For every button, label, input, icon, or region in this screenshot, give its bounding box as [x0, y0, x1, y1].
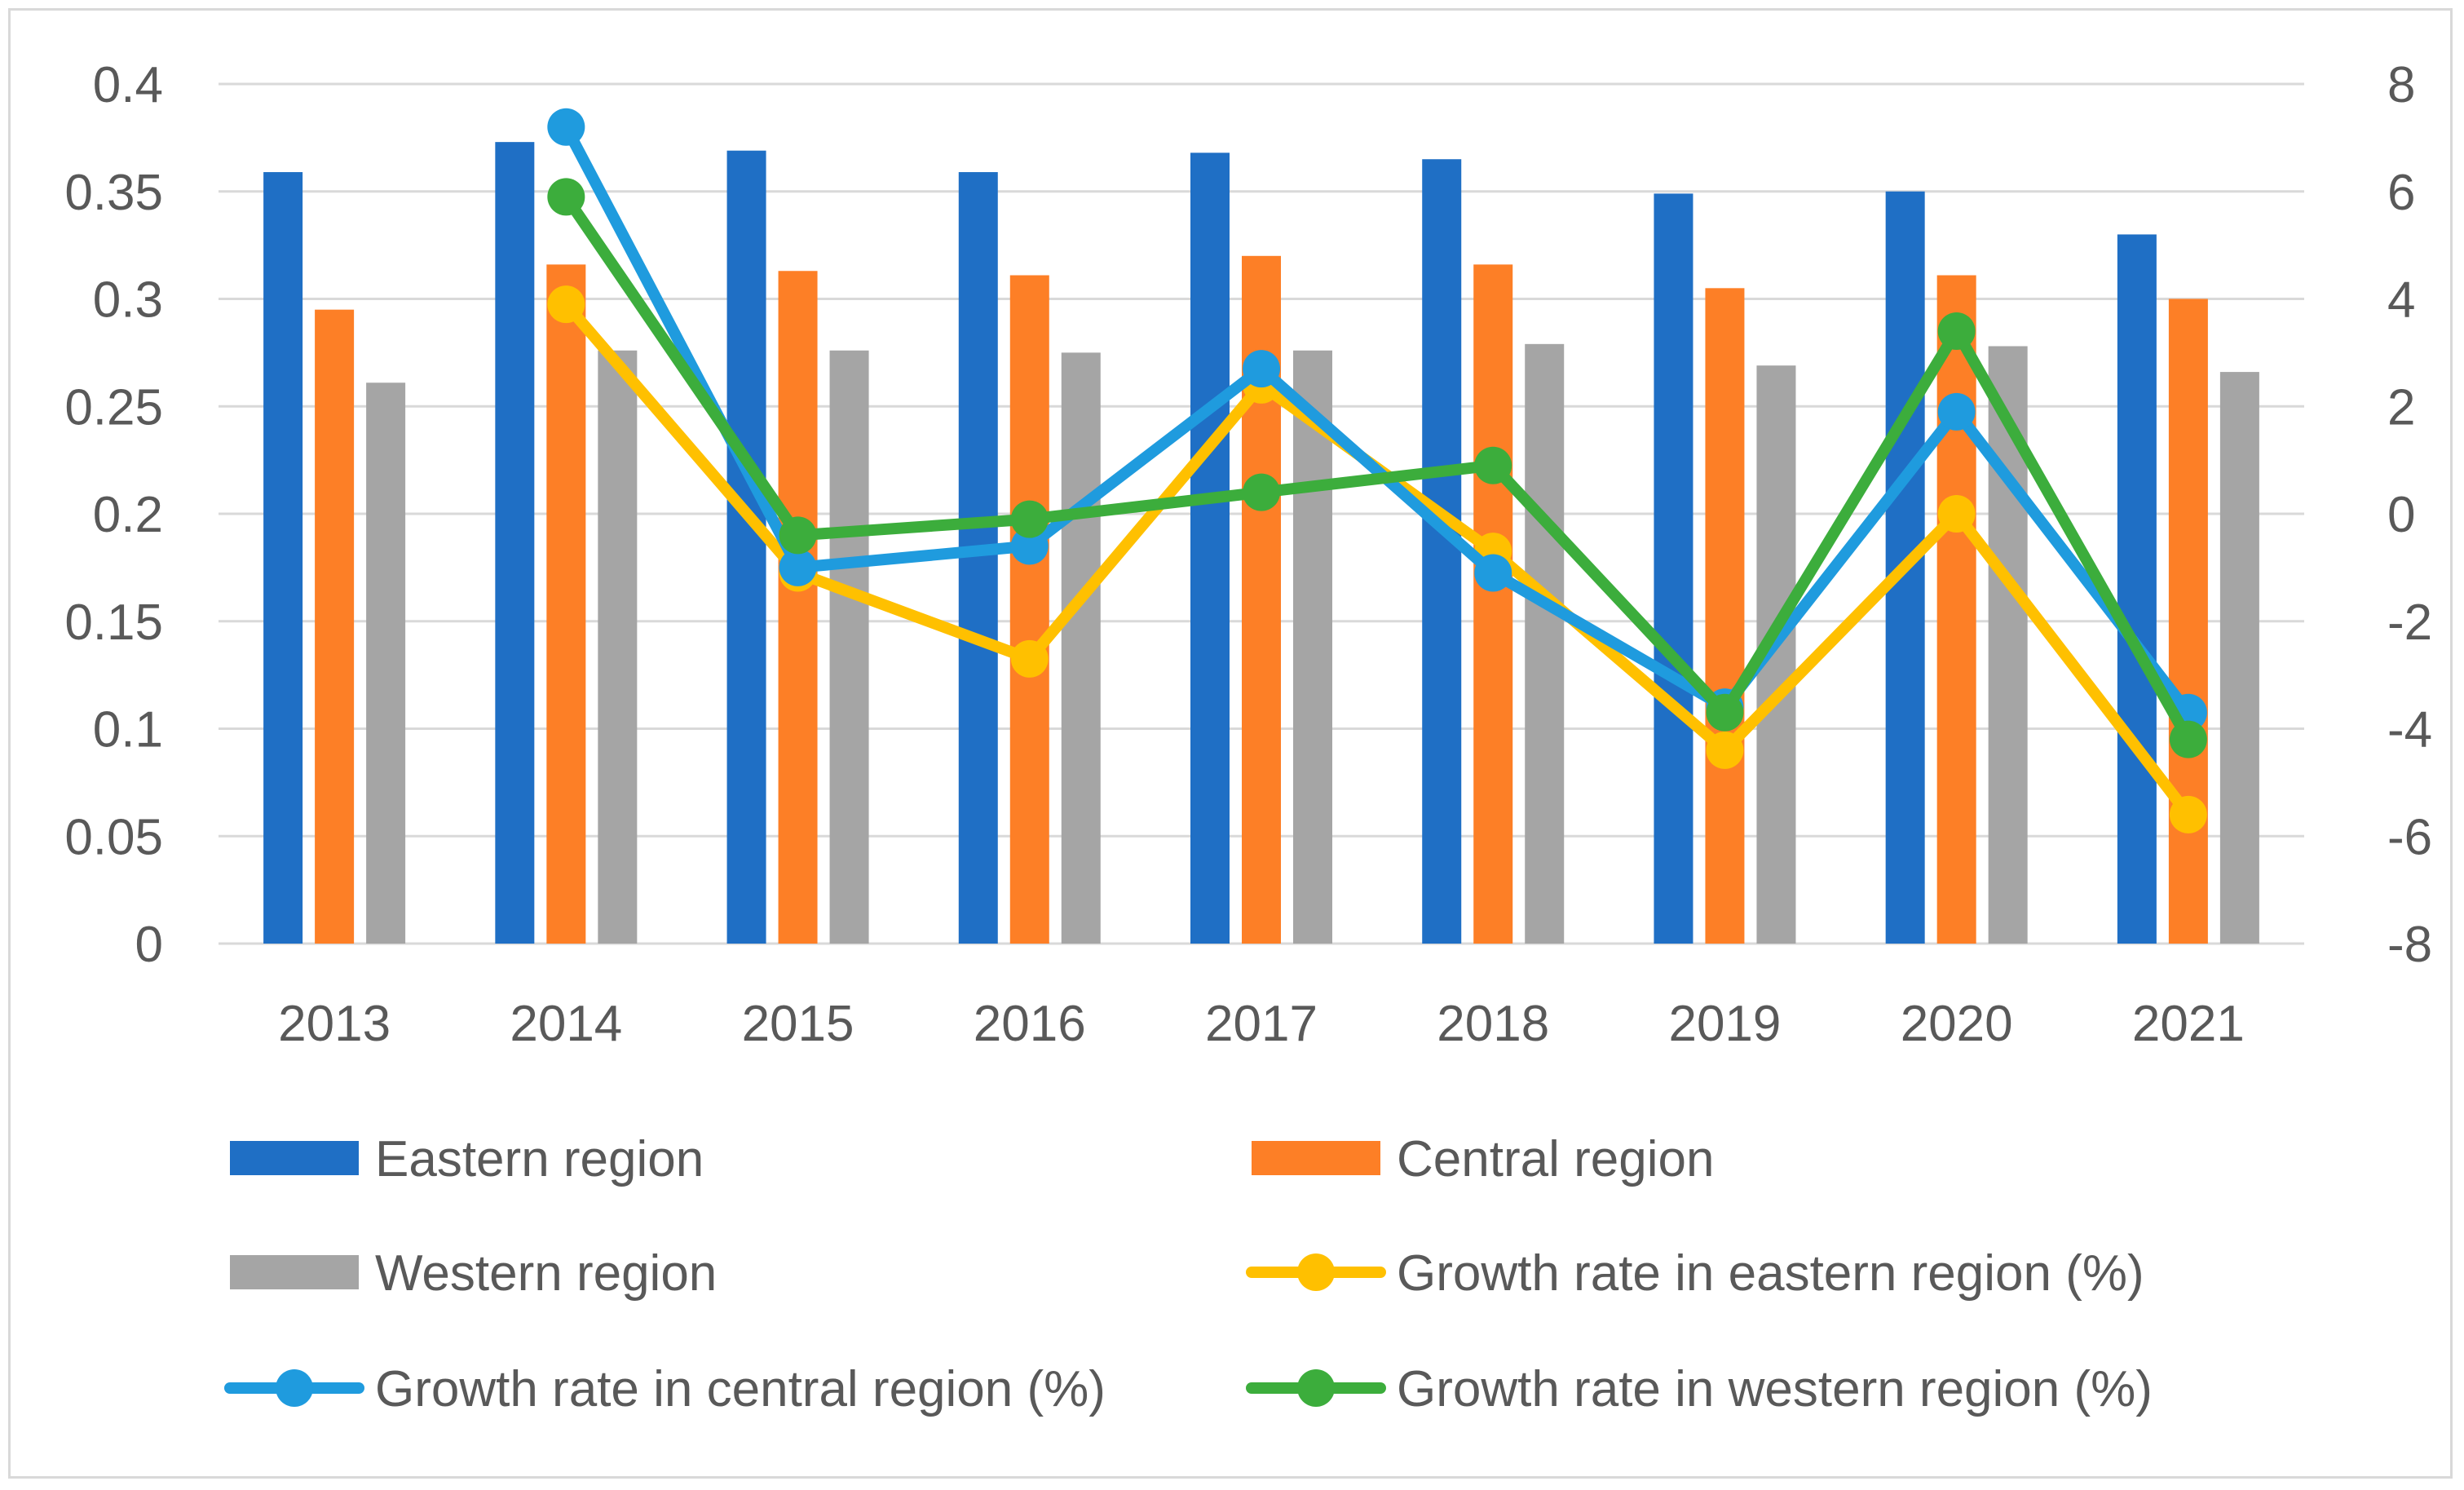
legend-swatch [1252, 1141, 1380, 1175]
bar [2219, 372, 2259, 944]
legend-label: Western region [375, 1245, 717, 1302]
bar [958, 172, 998, 944]
legend-swatch-marker [1297, 1253, 1335, 1291]
chart-frame [8, 8, 2453, 1479]
y-left-tick-label: 0.25 [64, 379, 163, 436]
legend-label: Eastern region [375, 1131, 704, 1187]
line-point [1010, 527, 1049, 565]
y-left-tick-label: 0.15 [64, 595, 163, 651]
legend-swatch-marker [276, 1369, 313, 1407]
bar [315, 309, 355, 944]
series-line [560, 121, 2194, 718]
line-point [1243, 473, 1280, 511]
bar [1705, 288, 1745, 944]
line-point [1010, 639, 1049, 678]
y-right-tick-label: 6 [2387, 165, 2415, 221]
line-point [1474, 554, 1512, 592]
legend-swatch [230, 1141, 359, 1175]
y-right-tick-label: -6 [2387, 809, 2432, 865]
bar [2168, 298, 2208, 944]
x-tick-label: 2013 [278, 996, 391, 1052]
line-point [2169, 795, 2207, 833]
x-tick-label: 2016 [974, 996, 1086, 1052]
bar [495, 142, 535, 944]
bar [366, 382, 406, 944]
y-right-tick-label: 2 [2387, 379, 2415, 436]
bar [1936, 275, 1976, 944]
y-right-tick-label: 0 [2387, 487, 2415, 543]
y-left-tick-label: 0.3 [93, 272, 163, 329]
legend-label: Growth rate in eastern region (%) [1397, 1245, 2144, 1302]
x-tick-label: 2018 [1437, 996, 1549, 1052]
line-point [779, 516, 817, 555]
bar [1190, 153, 1230, 944]
line-point [2169, 720, 2207, 758]
bar [1009, 275, 1049, 944]
line-point [1474, 446, 1512, 484]
bar [726, 150, 766, 944]
x-tick-label: 2021 [2132, 996, 2245, 1052]
bar [263, 172, 303, 944]
bar [1525, 343, 1565, 944]
x-tick-label: 2014 [510, 996, 622, 1052]
line-point [1010, 500, 1049, 538]
bar [1422, 159, 1462, 944]
y-left-tick-label: 0.2 [93, 487, 163, 543]
line-point [1706, 731, 1744, 769]
y-right-tick-label: -4 [2387, 702, 2432, 758]
line-point [1243, 350, 1280, 388]
x-tick-label: 2020 [1901, 996, 2013, 1052]
legend-label: Growth rate in central region (%) [375, 1361, 1106, 1417]
y-right-tick-label: -2 [2387, 595, 2432, 651]
series-line [560, 191, 2194, 745]
legend-swatch [230, 1255, 359, 1289]
x-tick-label: 2015 [742, 996, 854, 1052]
y-left-tick-label: 0.35 [64, 165, 163, 221]
line-point [547, 178, 585, 216]
legend-swatch-marker [1297, 1369, 1335, 1407]
bar [778, 271, 818, 944]
bar [1473, 264, 1513, 944]
bar [546, 264, 586, 944]
line-point [779, 548, 817, 586]
y-right-tick-label: -8 [2387, 917, 2432, 973]
bar [829, 350, 869, 944]
y-right-tick-label: 4 [2387, 272, 2415, 329]
bar [1293, 350, 1332, 944]
line-point [1937, 392, 1976, 431]
legend-label: Growth rate in western region (%) [1397, 1361, 2153, 1417]
legend-label: Central region [1397, 1131, 1714, 1187]
y-left-tick-label: 0.05 [64, 809, 163, 865]
bar [1654, 193, 1693, 944]
x-tick-label: 2017 [1205, 996, 1318, 1052]
line-point [547, 285, 585, 324]
line-point [547, 108, 585, 146]
bar [2117, 234, 2157, 944]
y-left-tick-label: 0.1 [93, 702, 163, 758]
bar [598, 350, 638, 944]
line-point [1937, 312, 1976, 351]
y-left-tick-label: 0 [135, 917, 163, 973]
x-tick-label: 2019 [1668, 996, 1781, 1052]
bar [1061, 352, 1101, 944]
y-left-tick-label: 0.4 [93, 57, 163, 113]
y-right-tick-label: 8 [2387, 57, 2415, 113]
line-point [1937, 495, 1976, 533]
line-point [1706, 693, 1744, 732]
